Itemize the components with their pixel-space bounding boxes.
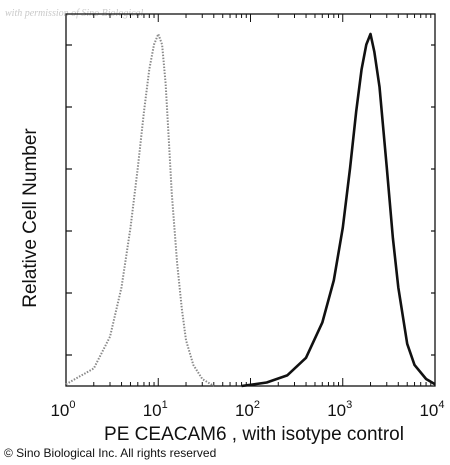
- y-axis-title: Relative Cell Number: [20, 128, 41, 308]
- x-tick-labels: 100 101 102 103 104: [50, 399, 444, 420]
- x-tick-label: 104: [419, 399, 444, 420]
- copyright-credit: © Sino Biological Inc. All rights reserv…: [4, 446, 217, 460]
- isotype-control-curve: [65, 33, 215, 387]
- ceacam6-curve: [241, 32, 436, 388]
- x-tick-label: 103: [327, 399, 352, 420]
- x-tick-label: 100: [50, 399, 75, 420]
- x-tick-exponent: 2: [254, 399, 260, 411]
- series-layer: [65, 32, 436, 388]
- x-tick-exponent: 1: [162, 399, 168, 411]
- plot-frame: [65, 13, 436, 387]
- x-axis-title: PE CEACAM6 , with isotype control: [104, 424, 404, 445]
- x-tick-label: 102: [235, 399, 260, 420]
- plot-axes: [65, 13, 436, 387]
- x-tick-label: 101: [143, 399, 168, 420]
- x-tick-exponent: 4: [438, 399, 444, 411]
- x-tick-exponent: 3: [346, 399, 352, 411]
- x-tick-exponent: 0: [69, 399, 75, 411]
